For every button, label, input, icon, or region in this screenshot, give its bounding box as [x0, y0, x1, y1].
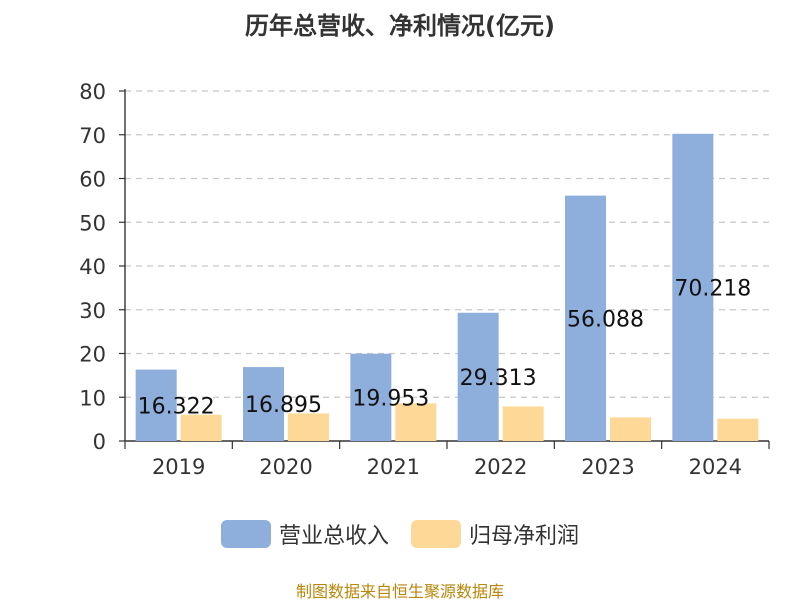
- x-tick-label: 2023: [581, 455, 634, 479]
- legend-swatch-net-profit: [411, 520, 461, 548]
- chart-title: 历年总营收、净利情况(亿元): [245, 12, 555, 40]
- bar-net-profit: [502, 406, 544, 441]
- x-tick-label: 2020: [259, 455, 312, 479]
- y-tick-label: 40: [79, 255, 106, 279]
- bar-revenue: [350, 353, 392, 441]
- bar-net-profit: [288, 413, 329, 441]
- data-label: 56.088: [567, 307, 644, 332]
- y-tick-label: 70: [79, 124, 106, 148]
- legend-item-net-profit[interactable]: 归母净利润: [411, 518, 579, 550]
- bar-revenue: [672, 133, 714, 441]
- data-source-note: 制图数据来自恒生聚源数据库: [295, 582, 504, 601]
- legend: 营业总收入 归母净利润: [0, 518, 800, 550]
- x-tick-label: 2021: [367, 455, 420, 479]
- bar-net-profit: [717, 418, 759, 441]
- data-label: 29.313: [460, 366, 537, 391]
- y-tick-label: 80: [79, 80, 106, 104]
- bar-net-profit: [395, 403, 437, 441]
- data-label: 16.895: [245, 393, 322, 418]
- y-tick-label: 30: [79, 299, 106, 323]
- bar-revenue: [457, 312, 499, 441]
- data-label: 70.218: [674, 276, 751, 301]
- bar-net-profit: [610, 417, 651, 441]
- legend-swatch-revenue: [220, 520, 271, 548]
- x-tick-label: 2019: [152, 455, 205, 479]
- y-tick-label: 20: [79, 343, 106, 367]
- y-tick-label: 50: [79, 211, 106, 235]
- x-tick-label: 2024: [689, 455, 742, 479]
- legend-label-revenue: 营业总收入: [278, 524, 389, 549]
- bar-revenue: [135, 369, 177, 441]
- x-tick-label: 2022: [474, 455, 527, 479]
- bar-revenue: [243, 367, 284, 441]
- bar-net-profit: [180, 414, 222, 441]
- y-tick-label: 10: [79, 386, 106, 410]
- legend-label-net-profit: 归母净利润: [469, 524, 580, 549]
- bar-revenue: [565, 195, 606, 441]
- y-tick-label: 0: [93, 430, 106, 454]
- data-label: 16.322: [138, 394, 215, 419]
- data-label: 19.953: [352, 386, 429, 411]
- y-tick-label: 60: [79, 168, 106, 192]
- legend-item-revenue[interactable]: 营业总收入: [220, 518, 389, 550]
